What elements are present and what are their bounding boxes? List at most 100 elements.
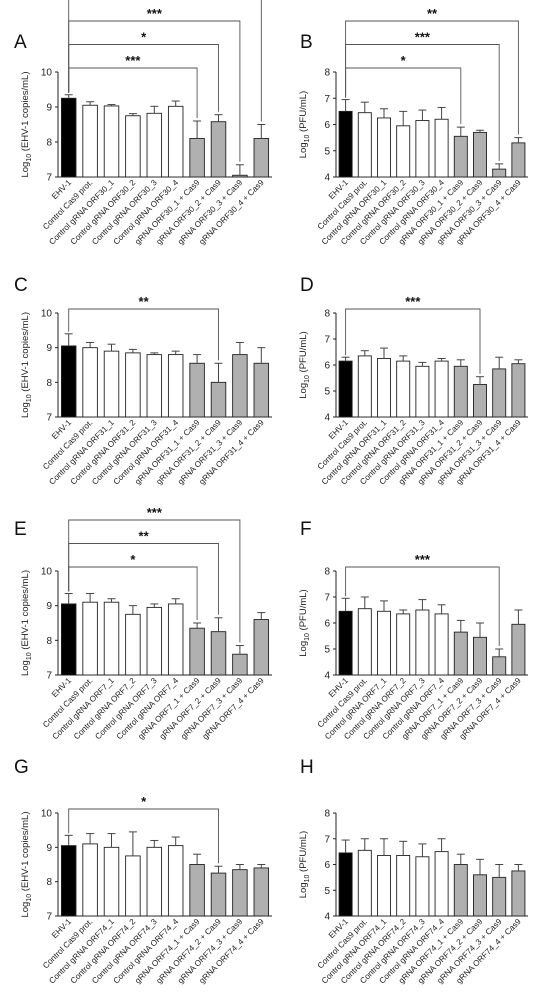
panel-label: H [300,757,314,778]
significance-label: *** [405,294,421,309]
bar [453,365,468,418]
significance-label: * [130,552,136,567]
bar [103,846,120,917]
bar [210,872,227,917]
bar [511,142,526,178]
y-tick-label: 9 [46,103,52,114]
bar [396,125,411,178]
significance-bracket [68,308,219,361]
y-tick-label: 6 [324,860,330,871]
bar [377,117,391,178]
y-tick-label: 9 [46,843,52,854]
significance-bracket [345,308,481,374]
bar [473,874,487,917]
y-tick-label: 10 [41,809,53,820]
bar [253,138,270,178]
y-tick-label: 8 [46,877,52,888]
y-tick-label: 4 [324,912,330,923]
bar [453,631,468,676]
bar [415,856,430,917]
significance-bracket [68,519,241,643]
significance-label: ** [139,529,150,544]
y-tick-label: 6 [324,619,330,630]
y-tick-label: 5 [324,146,330,157]
bar [210,381,227,418]
bar [60,845,77,917]
bar [338,110,353,178]
significance-label: * [141,30,147,45]
bar [189,627,205,676]
bar [511,623,526,676]
bar [253,362,270,418]
bar [492,368,507,418]
bar [434,613,449,676]
y-tick-label: 7 [46,173,52,184]
bar [60,603,77,676]
bar [377,855,391,917]
y-tick-label: 4 [324,671,330,682]
y-tick-label: 8 [324,567,330,578]
bar [232,869,248,917]
bar [415,609,430,676]
significance-bracket [345,20,519,135]
bar [103,601,120,676]
bar [434,360,449,418]
y-tick-label: 6 [324,361,330,372]
y-tick-label: 9 [46,343,52,354]
significance-label: *** [147,505,163,520]
y-axis-label: Log10 (PFU/mL) [298,589,311,656]
bar [415,365,430,418]
significance-label: *** [415,552,431,567]
bar [357,608,372,676]
significance-label: ** [427,6,438,21]
bar [253,619,270,676]
panel-label: A [14,32,27,53]
bar [189,362,205,418]
panel-label: B [300,32,313,53]
y-tick-label: 7 [324,834,330,845]
bar [60,345,77,418]
y-tick-label: 9 [46,601,52,612]
panel-label: C [14,275,28,296]
y-tick-label: 5 [324,886,330,897]
y-axis-label: Log10 (EHV-1 copies/mL) [20,570,33,676]
bar [492,656,507,676]
significance-label: *** [415,30,431,45]
bar [492,168,507,178]
bar [189,864,205,917]
y-tick-label: 8 [324,68,330,79]
bar [453,135,468,178]
significance-bracket [345,566,500,646]
y-axis-label: Log10 (PFU/mL) [298,831,311,898]
bar [473,636,487,676]
bar [357,112,372,178]
y-tick-label: 10 [41,567,53,578]
bar [232,354,248,418]
bar [511,870,526,917]
y-tick-label: 6 [324,120,330,131]
bar [253,867,270,917]
y-tick-label: 8 [46,138,52,149]
bar [396,855,411,917]
y-tick-label: 7 [324,94,330,105]
bar [167,603,184,676]
bar [473,131,487,178]
bar [146,354,163,418]
bar [125,352,141,418]
bar [103,105,120,178]
bar [125,115,141,178]
y-tick-label: 4 [324,413,330,424]
bar [103,350,120,418]
y-tick-label: 7 [46,912,52,923]
y-tick-label: 8 [46,378,52,389]
y-axis-label: Log10 (PFU/mL) [298,331,311,398]
y-tick-label: 10 [41,309,53,320]
y-tick-label: 4 [324,173,330,184]
y-tick-label: 8 [324,809,330,820]
bar [357,355,372,418]
